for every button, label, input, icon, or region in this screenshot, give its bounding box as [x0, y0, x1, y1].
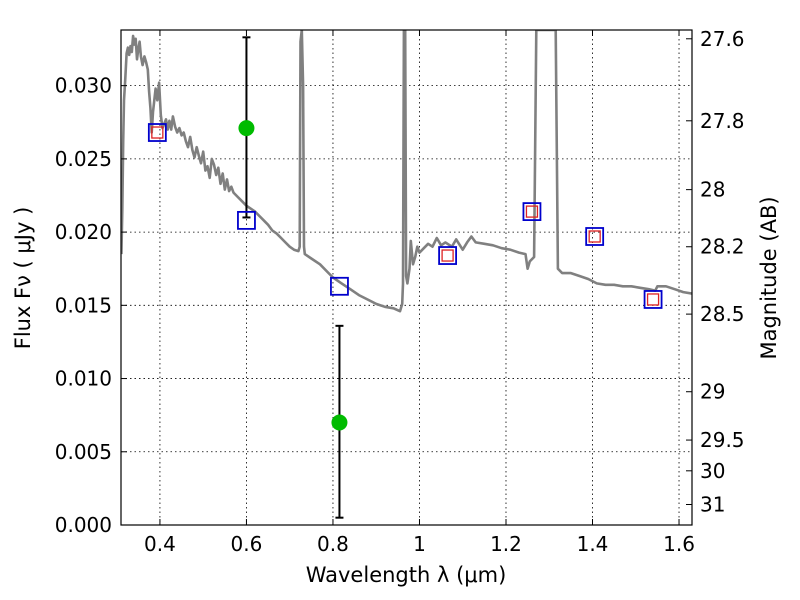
y-tick-label: 0.005 [55, 440, 112, 464]
model-point-inner [441, 249, 454, 262]
mag-tick-label: 29.5 [700, 428, 745, 452]
y-tick-label: 0.030 [55, 74, 112, 98]
model-point-inner [151, 126, 164, 139]
model-point [522, 202, 542, 221]
mag-tick-label: 28.2 [700, 235, 745, 259]
mag-tick-label: 31 [700, 492, 725, 516]
y-tick-label: 0.010 [55, 367, 112, 391]
model-point-inner [588, 230, 601, 243]
x-axis: 0.4 0.6 0.8 1 1.2 1.4 1.6 [144, 30, 695, 556]
x-tick-label: 1.4 [577, 532, 609, 556]
plot-frame [120, 29, 693, 526]
model-point [643, 290, 663, 309]
x-tick-label: 0.4 [144, 532, 176, 556]
model-point-inner [646, 293, 660, 306]
mag-tick-label: 28 [700, 178, 725, 202]
y-axis-right-label: Magnitude (AB) [757, 196, 781, 359]
model-point [237, 210, 256, 230]
x-axis-label: Wavelength λ (μm) [306, 563, 507, 587]
y-axis-right: 27.6 27.8 28 28.2 28.5 29 29.5 30 31 [686, 27, 745, 516]
y-tick-label: 0.025 [55, 147, 112, 171]
x-tick-label: 0.6 [231, 532, 263, 556]
x-tick-label: 1 [413, 532, 426, 556]
spectrum-line [121, 30, 692, 313]
y-axis-left: 0.000 0.005 0.010 0.015 0.020 0.025 0.030 [55, 74, 127, 537]
y-axis-label: Flux Fν ( μJy ) [11, 207, 35, 350]
y-tick-label: 0.020 [55, 220, 112, 244]
mag-tick-label: 30 [700, 459, 725, 483]
mag-tick-label: 29 [700, 380, 725, 404]
x-tick-label: 1.6 [663, 532, 695, 556]
observed-point [331, 414, 348, 431]
x-tick-label: 1.2 [490, 532, 522, 556]
mag-tick-label: 27.8 [700, 109, 745, 133]
model-point [585, 227, 605, 246]
grid [121, 30, 692, 526]
y-tick-label: 0.000 [55, 513, 112, 537]
model-point [147, 123, 167, 142]
model-point [438, 246, 457, 265]
mag-tick-label: 27.6 [700, 27, 745, 51]
model-point [330, 276, 349, 296]
model-point-inner [525, 205, 539, 218]
plot-area [121, 30, 692, 313]
x-tick-label: 0.8 [317, 532, 349, 556]
mag-tick-label: 28.5 [700, 302, 745, 326]
y-tick-label: 0.015 [55, 293, 112, 317]
observed-point [238, 120, 255, 137]
markers [147, 36, 663, 519]
